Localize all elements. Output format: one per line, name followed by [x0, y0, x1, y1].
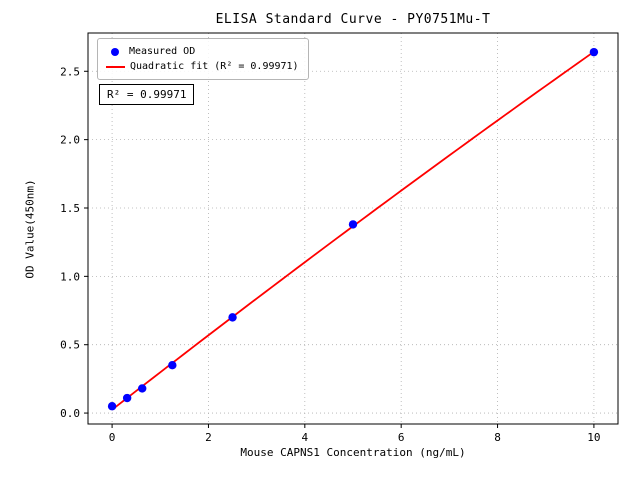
svg-text:2.0: 2.0 — [60, 134, 80, 147]
legend-entry-measured-od: Measured OD — [106, 44, 299, 59]
chart-title: ELISA Standard Curve - PY0751Mu-T — [215, 12, 491, 27]
svg-text:10: 10 — [587, 431, 600, 444]
svg-text:1.5: 1.5 — [60, 202, 80, 215]
legend-entry-quadratic-fit: Quadratic fit (R² = 0.99971) — [106, 59, 299, 74]
y-axis-label: OD Value(450nm) — [23, 179, 37, 279]
scatter-marker-icon — [111, 47, 119, 56]
r-squared-annotation: R² = 0.99971 — [99, 84, 195, 105]
legend-label-measured-od: Measured OD — [129, 46, 196, 57]
svg-text:4: 4 — [302, 431, 309, 444]
legend-label-quadratic-fit: Quadratic fit (R² = 0.99971) — [130, 61, 299, 72]
svg-text:0.5: 0.5 — [60, 339, 80, 352]
line-marker-icon — [106, 65, 125, 68]
svg-text:6: 6 — [398, 431, 405, 444]
svg-text:2: 2 — [205, 431, 212, 444]
svg-text:0.0: 0.0 — [60, 407, 80, 420]
svg-text:2.5: 2.5 — [60, 65, 80, 78]
x-axis-label: Mouse CAPNS1 Concentration (ng/mL) — [240, 446, 466, 459]
legend: Measured OD Quadratic fit (R² = 0.99971) — [97, 38, 309, 80]
svg-text:0: 0 — [109, 431, 116, 444]
svg-text:8: 8 — [494, 431, 501, 444]
svg-text:1.0: 1.0 — [60, 270, 80, 283]
